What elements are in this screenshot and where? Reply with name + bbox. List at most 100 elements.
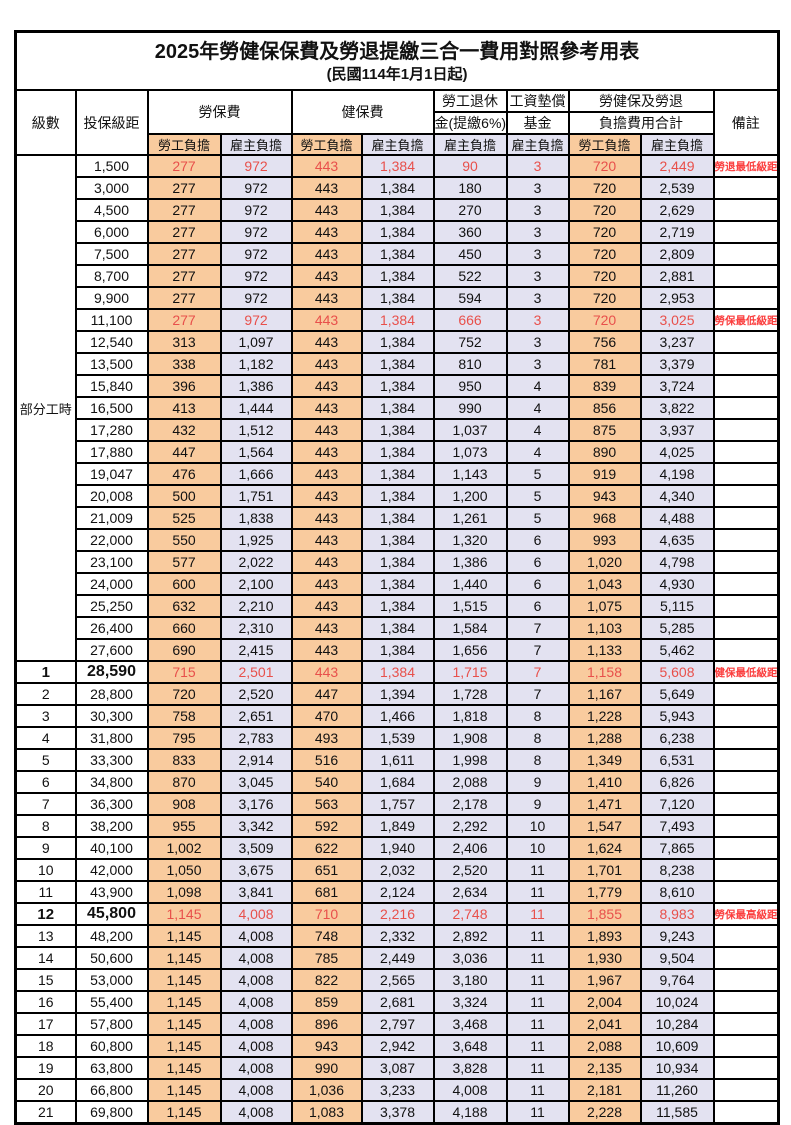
value-cell: 756 [567, 330, 642, 354]
value-cell: 4,025 [639, 440, 715, 464]
value-cell: 3,176 [219, 792, 293, 816]
value-cell: 3 [505, 286, 570, 310]
table-row: 12,540 313 1,097 443 1,384 752 3 756 3,237 [16, 330, 780, 354]
value-cell: 90 [432, 154, 508, 178]
value-cell: 338 [146, 352, 222, 376]
value-cell: 10,609 [639, 1034, 715, 1058]
table-row: 20 66,800 1,145 4,008 1,036 3,233 4,008 11 2,181… [14, 1078, 780, 1102]
note-cell: 勞退最低級距 [712, 154, 780, 178]
note-cell [712, 396, 780, 420]
header-row-3: 勞工負擔 雇主負擔 勞工負擔 雇主負擔 雇主負擔 雇主負擔 勞工負擔 雇主負擔 [16, 133, 779, 156]
value-cell: 2,088 [567, 1034, 642, 1058]
value-cell: 6,238 [639, 726, 715, 750]
note-cell [712, 682, 780, 706]
value-cell: 3,324 [432, 990, 508, 1014]
table-row: 16 55,400 1,145 4,008 859 2,681 3,324 11 2,004 10… [14, 990, 780, 1014]
value-cell: 1,386 [219, 374, 293, 398]
table-row: 25,250 632 2,210 443 1,384 1,515 6 1,075 5,115 [16, 594, 780, 618]
value-cell: 2,022 [219, 550, 293, 574]
table-row: 9,900 277 972 443 1,384 594 3 720 2,953 [16, 286, 780, 310]
value-cell: 1,384 [360, 264, 435, 288]
level-cell: 14 [14, 946, 77, 970]
level-cell: 20 [14, 1078, 77, 1102]
value-cell: 443 [290, 616, 363, 640]
value-cell: 1,624 [567, 836, 642, 860]
salary-bracket-cell: 22,000 [74, 528, 149, 552]
value-cell: 2,032 [360, 858, 435, 882]
value-cell: 563 [290, 792, 363, 816]
table-row: 16,500 413 1,444 443 1,384 990 4 856 3,822 [16, 396, 780, 420]
value-cell: 1,228 [567, 704, 642, 728]
value-cell: 2,748 [432, 902, 508, 926]
value-cell: 1,908 [432, 726, 508, 750]
value-cell: 3 [505, 264, 570, 288]
value-cell: 6 [505, 528, 570, 552]
value-cell: 1,656 [432, 638, 508, 662]
note-cell [712, 528, 780, 552]
value-cell: 810 [432, 352, 508, 376]
value-cell: 443 [290, 660, 363, 684]
value-cell: 1,384 [360, 594, 435, 618]
value-cell: 11 [505, 1078, 570, 1102]
value-cell: 8 [505, 704, 570, 728]
value-cell: 3,675 [219, 858, 293, 882]
value-cell: 443 [290, 440, 363, 464]
level-cell: 6 [14, 770, 77, 794]
value-cell: 8 [505, 726, 570, 750]
value-cell: 6,826 [639, 770, 715, 794]
value-cell: 2,651 [219, 704, 293, 728]
value-cell: 2,178 [432, 792, 508, 816]
value-cell: 1,384 [360, 330, 435, 354]
value-cell: 1,145 [146, 1078, 222, 1102]
page-title: 2025年勞健保保費及勞退提繳三合一費用對照參考用表 [154, 41, 640, 64]
table-row: 13 48,200 1,145 4,008 748 2,332 2,892 11 1,893 9,… [14, 924, 780, 948]
value-cell: 972 [219, 154, 293, 178]
table-row: 17 57,800 1,145 4,008 896 2,797 3,468 11 2,041 10… [14, 1012, 780, 1036]
salary-bracket-cell: 31,800 [74, 726, 149, 750]
value-cell: 7,865 [639, 836, 715, 860]
value-cell: 10 [505, 836, 570, 860]
level-cell: 8 [14, 814, 77, 838]
value-cell: 4 [505, 374, 570, 398]
value-cell: 1,200 [432, 484, 508, 508]
value-cell: 443 [290, 198, 363, 222]
value-cell: 833 [146, 748, 222, 772]
value-cell: 785 [290, 946, 363, 970]
value-cell: 4,198 [639, 462, 715, 486]
value-cell: 1,611 [360, 748, 435, 772]
value-cell: 3,822 [639, 396, 715, 420]
value-cell: 8,610 [639, 880, 715, 904]
value-cell: 443 [290, 330, 363, 354]
value-cell: 9,243 [639, 924, 715, 948]
value-cell: 11 [505, 1012, 570, 1036]
note-cell [712, 792, 780, 816]
table-row: 10 42,000 1,050 3,675 651 2,032 2,520 11 1,701 8,… [14, 858, 780, 882]
value-cell: 2,310 [219, 616, 293, 640]
value-cell: 1,384 [360, 660, 435, 684]
value-cell: 2,449 [639, 154, 715, 178]
value-cell: 443 [290, 484, 363, 508]
value-cell: 2,719 [639, 220, 715, 244]
note-cell [712, 1034, 780, 1058]
value-cell: 1,083 [290, 1100, 363, 1125]
value-cell: 443 [290, 308, 363, 332]
value-cell: 795 [146, 726, 222, 750]
note-cell [712, 440, 780, 464]
value-cell: 1,384 [360, 616, 435, 640]
value-cell: 360 [432, 220, 508, 244]
value-cell: 6 [505, 550, 570, 574]
value-cell: 8,983 [639, 902, 715, 926]
value-cell: 2,565 [360, 968, 435, 992]
salary-bracket-cell: 8,700 [74, 264, 149, 288]
value-cell: 690 [146, 638, 222, 662]
note-cell [712, 704, 780, 728]
note-cell [712, 220, 780, 244]
table-row: 17,280 432 1,512 443 1,384 1,037 4 875 3,937 [16, 418, 780, 442]
note-cell [712, 726, 780, 750]
value-cell: 919 [567, 462, 642, 486]
value-cell: 2,783 [219, 726, 293, 750]
value-cell: 1,930 [567, 946, 642, 970]
value-cell: 11,260 [639, 1078, 715, 1102]
salary-bracket-cell: 11,100 [74, 308, 149, 332]
value-cell: 4,798 [639, 550, 715, 574]
